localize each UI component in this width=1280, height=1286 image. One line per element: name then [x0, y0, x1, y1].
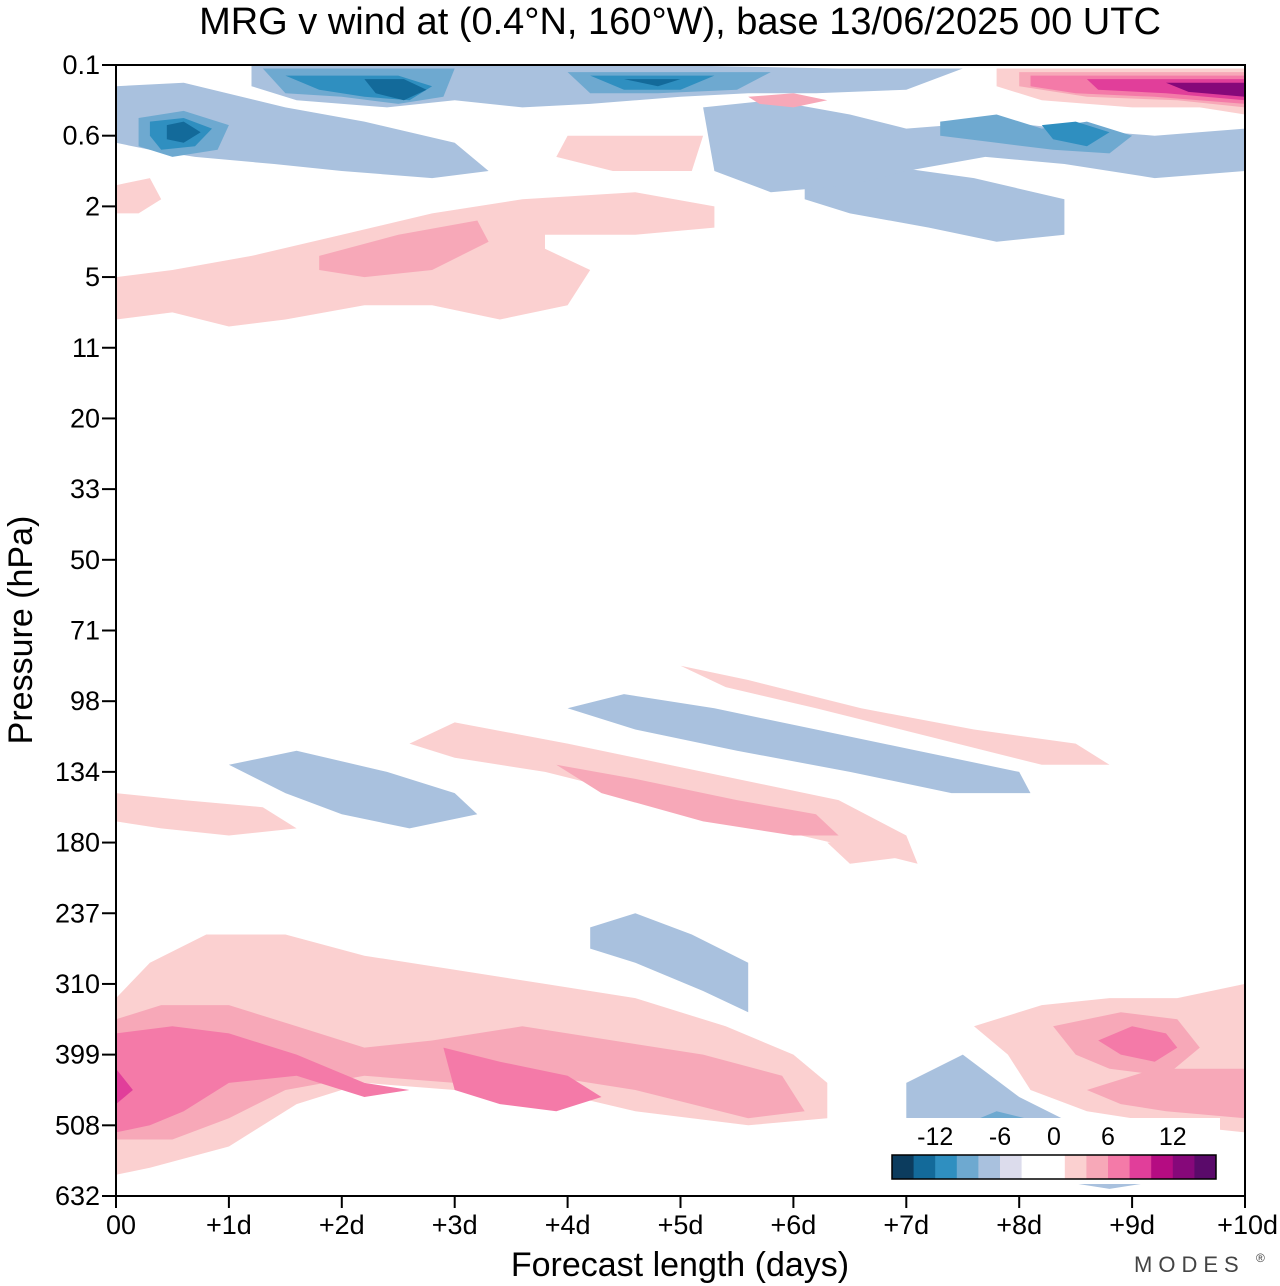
- y-tick-label: 0.6: [62, 121, 100, 151]
- colorbar-swatch: [892, 1155, 914, 1179]
- colorbar-tick-label: 0: [1047, 1123, 1061, 1151]
- colorbar-swatch: [913, 1155, 936, 1179]
- x-tick-label: +5d: [658, 1210, 704, 1240]
- contour-region-41: [748, 93, 828, 108]
- y-tick-label: 33: [70, 474, 100, 504]
- contour-region-43: [827, 835, 907, 864]
- contour-region-3: [443, 1047, 602, 1112]
- colorbar-swatch: [1043, 1155, 1066, 1179]
- x-tick-label: +7d: [883, 1210, 929, 1240]
- plot-area: [116, 65, 1245, 1189]
- contour-region-7: [1086, 1068, 1245, 1119]
- contour-region-33: [624, 79, 681, 87]
- colorbar-swatch: [1086, 1155, 1109, 1179]
- x-tick-label: +6d: [770, 1210, 816, 1240]
- contour-region-15: [567, 694, 1031, 794]
- y-tick-label: 71: [70, 616, 100, 646]
- colorbar-swatch: [935, 1155, 958, 1179]
- colorbar-swatch: [1129, 1155, 1152, 1179]
- x-axis-label: Forecast length (days): [511, 1246, 849, 1284]
- contour-region-27: [166, 121, 201, 143]
- colorbar-swatch: [1108, 1155, 1130, 1179]
- contour-region-9: [590, 913, 749, 1013]
- colorbar-swatch: [1151, 1155, 1174, 1179]
- contour-region-30: [364, 79, 427, 101]
- contour-region-4: [116, 1068, 133, 1105]
- brand-logo-text: MODES: [1134, 1252, 1245, 1277]
- contour-region-20: [116, 178, 162, 214]
- contour-region-13: [556, 764, 839, 836]
- contour-region-2: [116, 1026, 410, 1133]
- contour-region-35: [1041, 121, 1110, 147]
- x-tick-label: +10d: [1217, 1210, 1278, 1240]
- colorbar-swatch: [1064, 1155, 1087, 1179]
- x-tick-label: +1d: [206, 1210, 252, 1240]
- colorbar-tick-label: -12: [917, 1123, 953, 1151]
- contour-region-23: [703, 100, 1245, 193]
- x-tick-label: 00: [106, 1210, 136, 1240]
- colorbar-swatch: [1172, 1155, 1195, 1179]
- y-tick-label: 2: [85, 191, 100, 221]
- y-tick-label: 180: [55, 828, 100, 858]
- y-axis: 0.1 0.6 2 5 11 20 33 50 71 98 134 180 237 310 399 508 63…: [55, 50, 116, 1211]
- contour-region-42: [556, 135, 704, 171]
- colorbar-swatch: [978, 1155, 1001, 1179]
- y-tick-label: 11: [72, 333, 100, 363]
- contour-region-40: [1166, 82, 1245, 97]
- y-tick-label: 399: [55, 1040, 100, 1070]
- contour-region-17: [116, 793, 297, 836]
- x-axis: 00 +1d +2d +3d +4d +5d +6d +7d +8d +9d +10d: [106, 1196, 1278, 1240]
- x-tick-label: +3d: [432, 1210, 478, 1240]
- y-tick-label: 20: [70, 403, 100, 433]
- colorbar: -12 -6 0 6 12: [888, 1118, 1220, 1184]
- colorbar-tick-label: -6: [989, 1123, 1011, 1151]
- x-tick-label: +8d: [996, 1210, 1042, 1240]
- colorbar-swatch: [1000, 1155, 1022, 1179]
- contour-region-19: [319, 220, 489, 278]
- x-tick-label: +9d: [1109, 1210, 1155, 1240]
- x-tick-label: +4d: [545, 1210, 591, 1240]
- colorbar-tick-label: 6: [1101, 1123, 1115, 1151]
- y-tick-label: 5: [85, 262, 100, 292]
- contour-region-8: [1098, 1026, 1178, 1062]
- y-tick-label: 237: [55, 898, 100, 928]
- y-tick-label: 310: [55, 969, 100, 999]
- y-axis-label: Pressure (hPa): [2, 516, 40, 745]
- colorbar-frame: [891, 1154, 1217, 1180]
- x-tick-label: +2d: [319, 1210, 365, 1240]
- contour-region-22: [116, 82, 489, 179]
- y-tick-label: 632: [55, 1181, 100, 1211]
- y-tick-label: 0.1: [62, 50, 100, 80]
- colorbar-swatch: [1194, 1155, 1217, 1179]
- y-tick-label: 50: [70, 545, 100, 575]
- colorbar-swatch: [956, 1155, 979, 1179]
- y-tick-label: 508: [55, 1110, 100, 1140]
- y-tick-label: 134: [55, 757, 100, 787]
- y-tick-label: 98: [70, 686, 100, 716]
- colorbar-tick-label: 12: [1159, 1123, 1187, 1151]
- contour-region-21: [804, 164, 1065, 242]
- contour-region-14: [680, 665, 1110, 765]
- brand-registered-mark: ®: [1256, 1251, 1265, 1265]
- contour-region-16: [228, 750, 478, 829]
- chart-title: MRG v wind at (0.4°N, 160°W), base 13/06…: [199, 1, 1161, 43]
- colorbar-swatch: [1021, 1155, 1044, 1179]
